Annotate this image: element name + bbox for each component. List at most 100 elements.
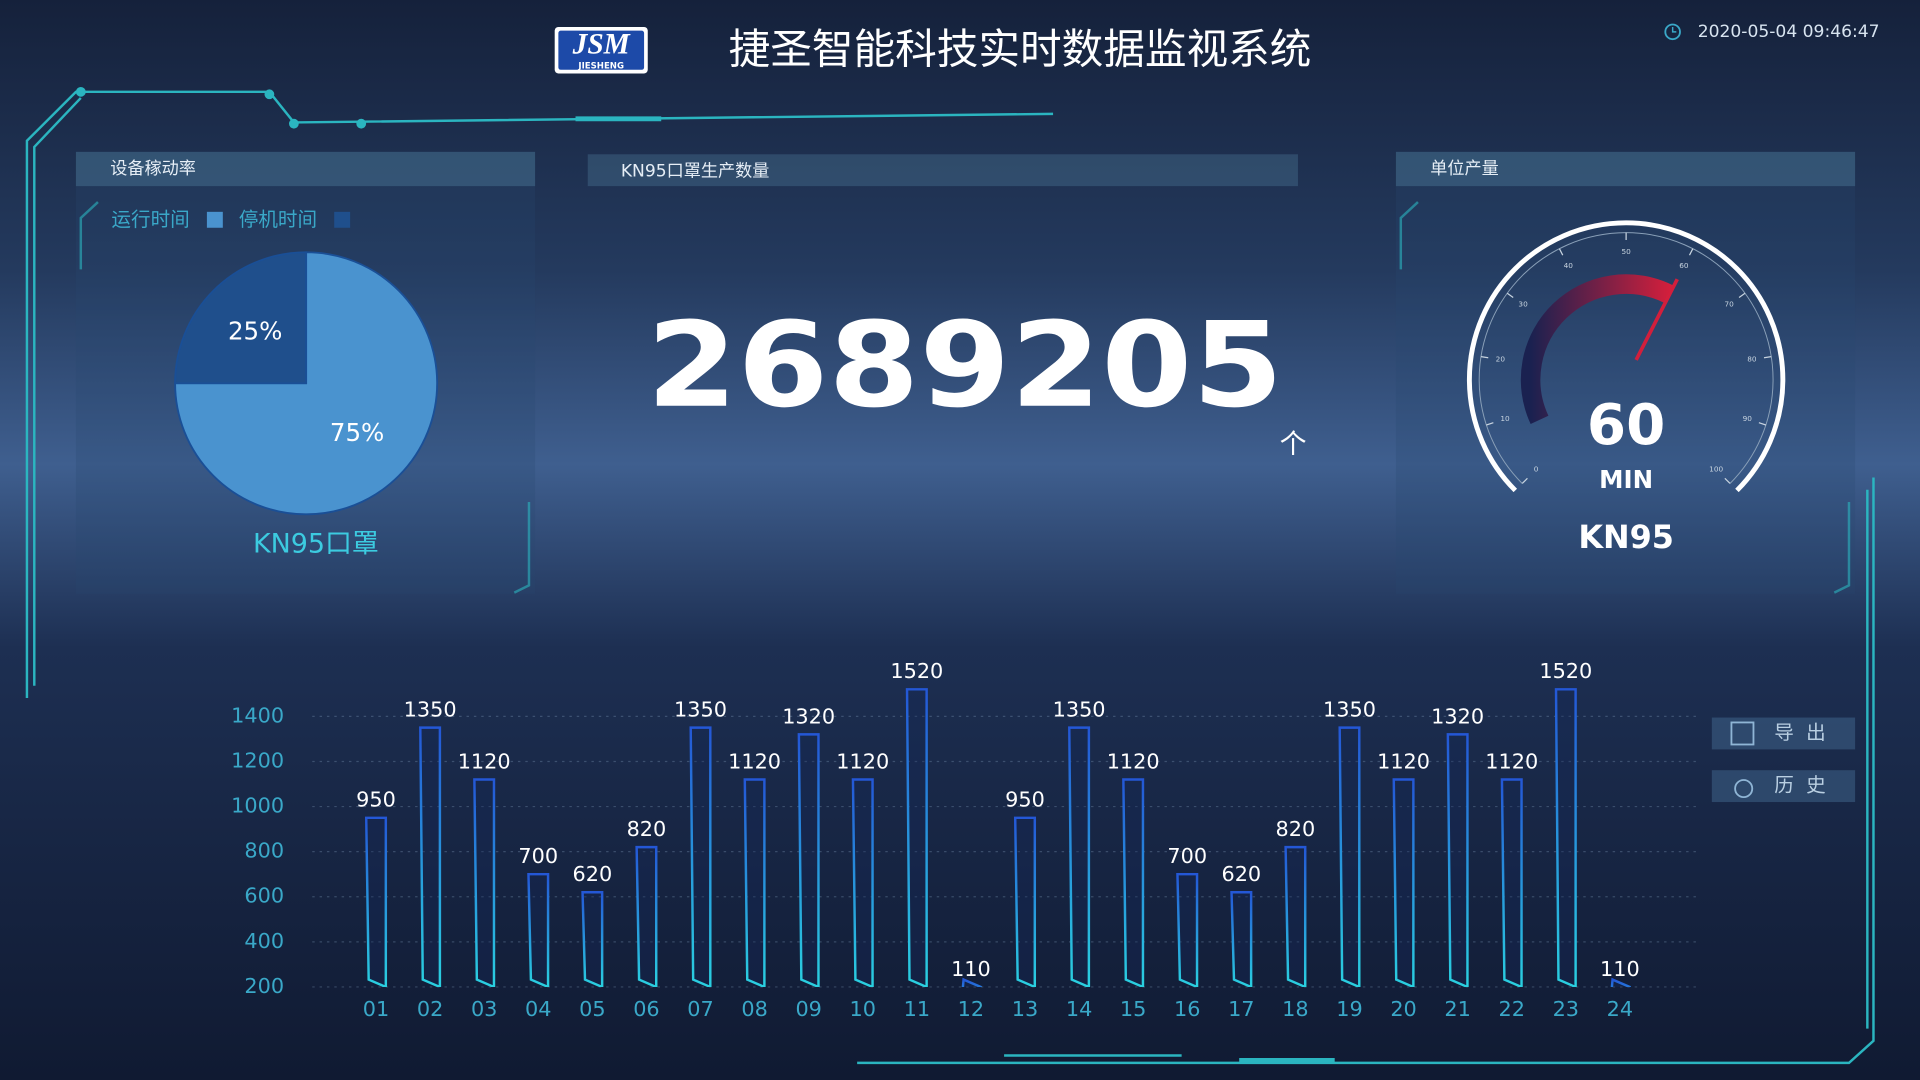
bar	[1500, 778, 1523, 987]
bar-label: 1320	[1431, 704, 1484, 728]
history-icon	[1734, 779, 1754, 799]
x-tick-label: 22	[1499, 997, 1525, 1021]
bar-label: 1350	[404, 697, 457, 721]
clock-hand	[1671, 26, 1677, 33]
bar	[1610, 977, 1631, 987]
gauge-tick	[1486, 422, 1494, 426]
bar	[743, 778, 766, 987]
gauge-tick	[1480, 356, 1489, 359]
gauge-value-arc	[1520, 274, 1674, 424]
gauge-tick-label: 100	[1709, 465, 1723, 474]
x-tick-label: 19	[1336, 997, 1362, 1021]
bar-label: 820	[1276, 817, 1316, 841]
bar	[851, 778, 874, 987]
bar	[1068, 726, 1091, 987]
bar	[1013, 816, 1037, 987]
x-tick-label: 24	[1607, 997, 1633, 1021]
panel-title: 单位产量	[1430, 159, 1499, 179]
gauge-tick-label: 0	[1534, 465, 1539, 474]
gauge-tick	[1688, 248, 1694, 256]
y-tick-label: 1400	[231, 703, 284, 727]
legend-label: 运行时间	[111, 208, 189, 231]
x-tick-label: 10	[850, 997, 876, 1021]
bar-label: 1350	[1323, 697, 1376, 721]
bar	[635, 845, 658, 987]
gauge-tick	[1558, 248, 1564, 256]
gauge-tick	[1763, 356, 1772, 359]
bar-label: 700	[1167, 844, 1207, 868]
y-tick-label: 400	[244, 929, 284, 953]
bar	[905, 688, 928, 987]
bar-label: 620	[1221, 862, 1261, 886]
x-tick-label: 06	[633, 997, 659, 1021]
gauge-tick-label: 50	[1621, 247, 1631, 256]
gauge-tick	[1506, 292, 1514, 299]
logo-sub: JIESHENG	[577, 62, 624, 72]
bar	[1230, 891, 1253, 987]
x-tick-label: 18	[1282, 997, 1308, 1021]
title: 捷圣智能科技实时数据监视系统	[729, 25, 1312, 74]
bar	[1122, 778, 1145, 987]
x-tick-label: 01	[363, 997, 389, 1021]
counter-value: 2689205	[647, 297, 1284, 434]
export-icon	[1730, 721, 1755, 746]
x-tick-label: 21	[1444, 997, 1470, 1021]
x-tick-label: 12	[958, 997, 984, 1021]
bar-label: 950	[1005, 788, 1045, 812]
bar-label: 110	[951, 957, 991, 981]
bar-label: 1120	[1107, 749, 1160, 773]
panel-corners	[79, 201, 1851, 594]
pie-slice	[174, 251, 308, 385]
bar	[1284, 845, 1307, 987]
bar-label: 1120	[1377, 749, 1430, 773]
gauge-tick-label: 60	[1679, 261, 1689, 270]
bar-label: 1350	[674, 697, 727, 721]
logo-inner	[558, 30, 645, 70]
bar	[527, 872, 550, 987]
bar-label: 1120	[458, 749, 511, 773]
export-label[interactable]: 导出	[1774, 721, 1838, 744]
pie-subtitle: KN95口罩	[253, 528, 379, 559]
x-tick-label: 13	[1012, 997, 1038, 1021]
gauge-tick	[1738, 292, 1746, 299]
x-tick-label: 11	[904, 997, 930, 1021]
x-tick-label: 09	[795, 997, 821, 1021]
x-tick-label: 23	[1553, 997, 1579, 1021]
x-tick-label: 02	[417, 997, 443, 1021]
pie-label: 25%	[228, 316, 282, 345]
gauge-tick-label: 20	[1496, 355, 1506, 364]
y-tick-label: 800	[244, 839, 284, 863]
bar-label: 950	[356, 788, 396, 812]
gauge-tick	[1724, 477, 1731, 484]
bar	[1176, 872, 1199, 987]
history-label[interactable]: 历史	[1774, 774, 1838, 797]
gauge-tick-label: 30	[1518, 300, 1528, 309]
bar	[1446, 733, 1469, 987]
bar-label: 1320	[782, 704, 835, 728]
panel-header	[75, 151, 536, 187]
x-tick-label: 20	[1390, 997, 1416, 1021]
x-tick-label: 14	[1066, 997, 1092, 1021]
bar-label: 1120	[1485, 749, 1538, 773]
bar-label: 1520	[890, 659, 943, 683]
x-tick-label: 15	[1120, 997, 1146, 1021]
bar	[797, 733, 820, 987]
logo-text: JSM	[572, 28, 631, 60]
panel-title: 设备稼动率	[110, 159, 196, 179]
bar	[364, 816, 388, 987]
frame	[25, 86, 1875, 1065]
x-tick-label: 07	[687, 997, 713, 1021]
gauge-label: KN95	[1578, 518, 1674, 556]
x-tick-label: 05	[579, 997, 605, 1021]
legend-label: 停机时间	[239, 208, 317, 231]
gauge-tick-label: 90	[1743, 414, 1753, 423]
datetime: 2020-05-04 09:46:47	[1698, 22, 1880, 42]
panel-header	[587, 154, 1298, 187]
bar-label: 1350	[1053, 697, 1106, 721]
gauge-tick-label: 40	[1564, 261, 1574, 270]
panel-header	[1395, 151, 1856, 187]
y-tick-label: 1200	[231, 748, 284, 772]
bar-label: 1520	[1539, 659, 1592, 683]
